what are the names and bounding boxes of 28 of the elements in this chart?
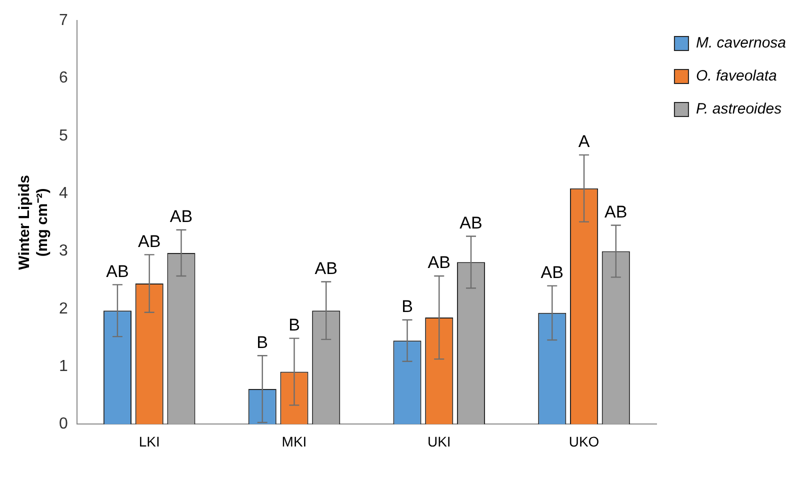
data-label: A: [578, 132, 590, 152]
data-label: AB: [314, 258, 338, 278]
data-label: AB: [428, 253, 450, 272]
data-label: AB: [604, 202, 628, 222]
y-tick-label: 3: [58, 242, 68, 260]
y-tick-label: 5: [58, 127, 68, 144]
y-tick-label: 2: [58, 300, 68, 318]
x-tick-label: UKO: [568, 433, 600, 450]
y-tick-label: 7: [58, 12, 68, 30]
data-label: AB: [460, 213, 482, 232]
x-tick-label: UKI: [427, 433, 451, 450]
data-label: B: [288, 315, 300, 334]
y-tick-label: 6: [58, 70, 68, 87]
x-tick-label: MKI: [282, 433, 307, 450]
y-tick-label: 0: [58, 416, 68, 433]
data-label: AB: [106, 262, 129, 281]
y-tick-label: 4: [58, 184, 68, 202]
legend-label: P. astreoides: [696, 100, 782, 118]
legend-label: O. faveolata: [696, 68, 777, 85]
data-label: AB: [170, 207, 193, 226]
data-label: B: [256, 332, 268, 352]
data-label: AB: [540, 263, 564, 282]
data-label: B: [402, 297, 413, 316]
y-axis-title: Winter Lipids (mg cm⁻²): [16, 174, 52, 270]
legend-label: M. cavernosa: [696, 34, 786, 52]
data-label: AB: [138, 232, 161, 251]
x-tick-label: LKI: [138, 433, 160, 450]
y-tick-label: 1: [58, 358, 68, 375]
